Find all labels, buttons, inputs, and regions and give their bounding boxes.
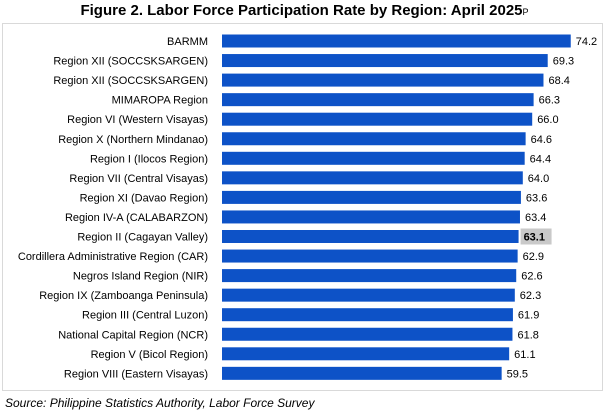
data-label: 69.3 — [553, 56, 574, 68]
category-label: Region XII (SOCCSKSARGEN) — [53, 56, 208, 68]
data-label: 66.3 — [539, 95, 560, 107]
category-label: Cordillera Administrative Region (CAR) — [18, 251, 208, 263]
category-label: Negros Island Region (NIR) — [73, 271, 208, 283]
bar — [222, 308, 513, 322]
category-label: Region X (Northern Mindanao) — [58, 134, 208, 146]
data-label: 62.9 — [523, 251, 544, 263]
data-label: 74.2 — [576, 36, 597, 48]
bar — [222, 112, 533, 126]
category-label: Region III (Central Luzon) — [82, 310, 208, 322]
category-label: Region XII (SOCCSKSARGEN) — [53, 75, 208, 87]
bar — [222, 288, 515, 302]
data-label: 61.8 — [517, 329, 538, 341]
bar — [222, 347, 510, 361]
data-label: 61.1 — [514, 349, 535, 361]
category-label: Region VII (Central Visayas) — [69, 173, 208, 185]
bar — [222, 249, 518, 263]
chart-frame: BARMM 74.2 Region XII (SOCCSKSARGEN) 69.3 Re… — [2, 23, 603, 391]
bar — [222, 230, 519, 243]
bar — [222, 366, 502, 380]
chart-title-superscript: P — [522, 7, 529, 17]
category-label: Region XI (Davao Region) — [80, 192, 208, 204]
data-label: 64.0 — [528, 173, 549, 185]
bar — [222, 132, 526, 146]
chart-title: Figure 2. Labor Force Participation Rate… — [0, 1, 609, 21]
bar — [222, 171, 523, 185]
data-label: 68.4 — [548, 75, 569, 87]
data-label: 62.3 — [520, 290, 541, 302]
category-label: Region II (Cagayan Valley) — [77, 232, 208, 244]
category-label: Region IV-A (CALABARZON) — [65, 212, 208, 224]
bar — [222, 151, 525, 165]
bar — [222, 73, 544, 87]
category-label: Region IX (Zamboanga Peninsula) — [39, 290, 208, 302]
category-label: Region V (Bicol Region) — [91, 349, 208, 361]
bar — [222, 210, 520, 224]
bar — [222, 190, 521, 204]
source-note: Source: Philippine Statistics Authority,… — [5, 396, 315, 410]
bar — [222, 34, 571, 48]
data-label: 59.5 — [507, 368, 528, 380]
data-label: 63.4 — [525, 212, 546, 224]
data-label: 62.6 — [521, 271, 542, 283]
category-label: National Capital Region (NCR) — [58, 329, 208, 341]
bar — [222, 54, 548, 68]
bar — [222, 269, 517, 283]
chart-title-text: Figure 2. Labor Force Participation Rate… — [80, 2, 523, 19]
data-label: 64.6 — [531, 134, 552, 146]
data-label: 63.6 — [526, 192, 547, 204]
category-label: MIMAROPA Region — [112, 95, 208, 107]
data-label: 63.1 — [524, 232, 545, 244]
data-label: 64.4 — [530, 153, 551, 165]
category-label: Region VI (Western Visayas) — [67, 114, 208, 126]
category-label: Region I (Ilocos Region) — [90, 153, 208, 165]
bar — [222, 327, 513, 341]
bar-chart: BARMM 74.2 Region XII (SOCCSKSARGEN) 69.3 Re… — [18, 34, 597, 380]
data-label: 61.9 — [518, 310, 539, 322]
category-label: BARMM — [167, 36, 208, 48]
data-label: 66.0 — [537, 114, 558, 126]
bar — [222, 93, 534, 107]
data-label-highlight — [520, 228, 552, 245]
category-label: Region VIII (Eastern Visayas) — [64, 368, 208, 380]
